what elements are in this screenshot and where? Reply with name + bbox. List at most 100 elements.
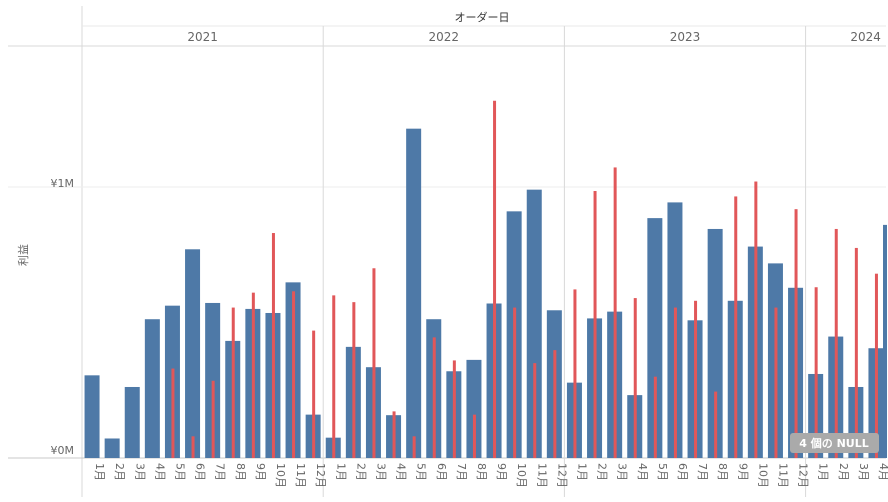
line-bar: [191, 436, 195, 458]
line-bar: [593, 191, 597, 458]
line-bar: [332, 295, 336, 458]
bar: [185, 249, 201, 458]
bar: [205, 302, 221, 458]
bar: [466, 359, 482, 458]
bar: [647, 218, 663, 458]
month-label: 3月: [857, 463, 870, 481]
month-label: 6月: [435, 463, 448, 481]
month-label: 10月: [756, 463, 769, 488]
line-bar: [251, 292, 255, 458]
month-label: 10月: [515, 463, 528, 488]
bar: [526, 189, 542, 458]
month-label: 2月: [596, 463, 609, 481]
month-label: 3月: [374, 463, 387, 481]
line-bar: [513, 307, 517, 458]
y-tick-label: ¥0M: [51, 444, 75, 457]
month-label: 2月: [113, 463, 126, 481]
bar: [124, 386, 140, 458]
null-badge[interactable]: 4 個の NULL: [790, 433, 879, 453]
line-bar: [613, 167, 617, 458]
lines-layer: [171, 100, 878, 459]
month-label: 8月: [475, 463, 488, 481]
line-bar: [774, 307, 778, 458]
line-bar: [271, 233, 275, 458]
line-bar: [432, 337, 436, 458]
line-bar: [553, 350, 557, 458]
month-label: 9月: [495, 463, 508, 481]
month-label: 6月: [676, 463, 689, 481]
y-tick-label: ¥1M: [51, 177, 75, 190]
line-bar: [372, 268, 376, 458]
month-label: 7月: [214, 463, 227, 481]
month-label: 10月: [274, 463, 287, 488]
bar-partial: [883, 224, 887, 458]
null-badge-bg[interactable]: [790, 433, 879, 453]
month-label: 9月: [736, 463, 749, 481]
month-label: 4月: [877, 463, 888, 481]
month-label: 1月: [817, 463, 830, 481]
line-bar: [854, 247, 858, 458]
month-label: 1月: [334, 463, 347, 481]
year-label: 2024: [850, 30, 881, 44]
line-bar: [231, 307, 235, 458]
line-bar: [714, 391, 718, 458]
month-label: 6月: [194, 463, 207, 481]
bars-layer: [84, 128, 887, 458]
month-label: 8月: [716, 463, 729, 481]
y-axis-label: 利益: [16, 244, 30, 266]
line-bar: [292, 291, 296, 458]
line-bar: [673, 307, 677, 458]
month-label: 4月: [395, 463, 408, 481]
bar: [707, 228, 723, 458]
line-bar: [352, 302, 356, 458]
month-label: 9月: [254, 463, 267, 481]
line-bar: [171, 368, 175, 458]
month-label: 7月: [696, 463, 709, 481]
month-label: 11月: [294, 463, 307, 488]
year-label: 2023: [670, 30, 701, 44]
line-bar: [412, 436, 416, 458]
line-bar: [633, 298, 637, 458]
line-bar: [814, 287, 818, 458]
month-label: 12月: [314, 463, 327, 488]
line-bar: [874, 273, 878, 458]
line-bar: [312, 330, 316, 458]
bar: [84, 375, 100, 458]
line-bar: [493, 100, 497, 459]
bar: [144, 319, 160, 458]
line-bar: [794, 209, 798, 458]
line-bar: [472, 414, 476, 458]
month-label: 5月: [656, 463, 669, 481]
month-label: 2月: [354, 463, 367, 481]
month-label: 12月: [797, 463, 810, 488]
year-label: 2022: [429, 30, 460, 44]
month-label: 11月: [535, 463, 548, 488]
line-bar: [211, 380, 215, 458]
month-label: 11月: [776, 463, 789, 488]
null-badge-text[interactable]: 4 個の NULL: [799, 436, 868, 450]
line-bar: [533, 363, 537, 458]
line-bar: [754, 181, 758, 459]
month-label: 8月: [234, 463, 247, 481]
line-bar: [834, 228, 838, 458]
month-label: 4月: [153, 463, 166, 481]
line-bar: [653, 376, 657, 458]
line-bar: [452, 360, 456, 458]
month-label: 3月: [616, 463, 629, 481]
month-label: 4月: [636, 463, 649, 481]
line-bar: [694, 300, 698, 458]
bar: [406, 128, 422, 458]
month-label: 1月: [575, 463, 588, 481]
axis-layer: ¥0M ¥1M 2021 2022 2023 2024 1月 2月 3月 4月 5月 6月 7月 8月 9月…: [51, 30, 888, 488]
month-label: 7月: [455, 463, 468, 481]
line-bar: [392, 411, 396, 458]
chart-title: オーダー日: [455, 10, 510, 24]
month-label: 12月: [555, 463, 568, 488]
month-label: 2月: [837, 463, 850, 481]
line-bar: [734, 196, 738, 458]
bar: [104, 438, 120, 458]
month-label: 5月: [173, 463, 186, 481]
line-bar: [573, 289, 577, 458]
month-label: 3月: [133, 463, 146, 481]
